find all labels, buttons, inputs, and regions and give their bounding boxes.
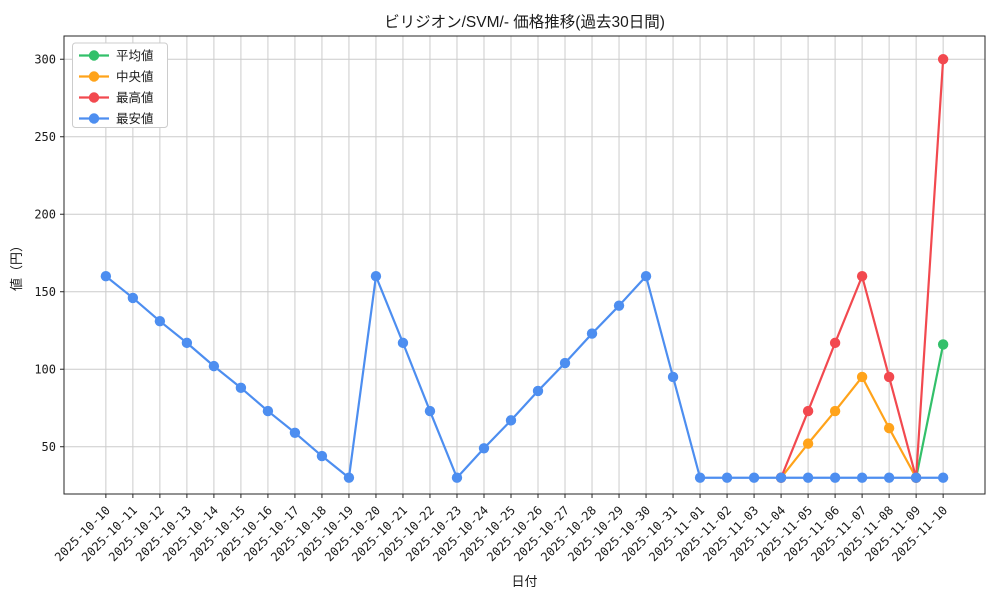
data-point-min xyxy=(478,443,490,454)
data-point-min xyxy=(721,472,733,483)
legend-marker-median xyxy=(88,71,100,82)
y-tick-label: 150 xyxy=(34,285,56,299)
data-point-min xyxy=(343,472,355,483)
data-point-min xyxy=(505,415,517,426)
data-point-min xyxy=(586,328,598,339)
data-point-min xyxy=(235,382,247,394)
grid-layer xyxy=(64,36,985,494)
chart-title: ビリジオン/SVM/- 価格推移(過去30日間) xyxy=(384,13,665,31)
ticks-layer: 501001502002503002025-10-102025-10-11202… xyxy=(34,52,950,564)
legend-marker-min xyxy=(88,113,100,124)
data-point-max xyxy=(856,271,868,282)
data-point-max xyxy=(829,337,841,349)
data-point-max xyxy=(802,405,814,417)
data-point-min xyxy=(289,427,301,438)
data-point-min xyxy=(208,360,220,372)
series-line-median xyxy=(780,375,918,479)
plot-border xyxy=(63,35,986,495)
legend-item-median: 中央値 xyxy=(79,69,154,84)
y-tick-label: 250 xyxy=(34,130,56,144)
data-point-min xyxy=(532,385,544,397)
data-point-min xyxy=(856,472,868,483)
data-point-min xyxy=(154,315,166,327)
data-point-max xyxy=(937,54,949,65)
legend-label-max: 最高値 xyxy=(116,90,154,105)
data-point-min xyxy=(883,472,895,483)
data-point-median xyxy=(829,405,841,417)
y-tick-label: 200 xyxy=(34,207,56,221)
data-point-min xyxy=(316,450,328,462)
data-point-min xyxy=(910,472,922,483)
data-point-median xyxy=(856,371,868,383)
y-tick-label: 100 xyxy=(34,362,56,376)
data-point-min xyxy=(640,271,652,282)
series-line-avg xyxy=(915,344,945,478)
legend-marker-avg xyxy=(88,50,100,61)
legend-label-min: 最安値 xyxy=(116,111,154,126)
data-point-min xyxy=(775,472,787,483)
y-tick-label: 300 xyxy=(34,52,56,66)
y-axis-label: 値（円） xyxy=(9,239,24,291)
legend-item-max: 最高値 xyxy=(79,90,154,105)
data-point-min xyxy=(370,271,382,282)
series-min xyxy=(100,271,949,483)
data-point-min xyxy=(829,472,841,483)
legend-box xyxy=(72,42,168,128)
series-layer xyxy=(100,54,949,483)
data-point-min xyxy=(937,472,949,483)
y-tick-label: 50 xyxy=(42,440,56,454)
x-axis-label: 日付 xyxy=(511,574,537,589)
data-point-max xyxy=(883,371,895,383)
data-point-median xyxy=(802,438,814,449)
data-point-min xyxy=(559,357,571,369)
data-point-min xyxy=(748,472,760,483)
data-point-min xyxy=(262,405,274,417)
legend-marker-max xyxy=(88,92,100,103)
data-point-min xyxy=(397,337,409,349)
data-point-min xyxy=(100,271,112,282)
data-point-min xyxy=(451,472,463,483)
data-point-min xyxy=(802,472,814,483)
data-point-min xyxy=(613,300,625,311)
data-point-min xyxy=(694,472,706,483)
data-point-min xyxy=(424,405,436,417)
series-median xyxy=(775,371,922,483)
series-line-min xyxy=(105,275,944,479)
data-point-min xyxy=(667,371,679,383)
legend-label-avg: 平均値 xyxy=(116,48,154,63)
data-point-min xyxy=(127,292,139,304)
legend-label-median: 中央値 xyxy=(116,69,154,84)
legend-item-avg: 平均値 xyxy=(79,48,154,63)
data-point-median xyxy=(883,422,895,434)
data-point-min xyxy=(181,337,193,349)
data-point-avg xyxy=(937,339,949,350)
legend-item-min: 最安値 xyxy=(79,111,154,126)
